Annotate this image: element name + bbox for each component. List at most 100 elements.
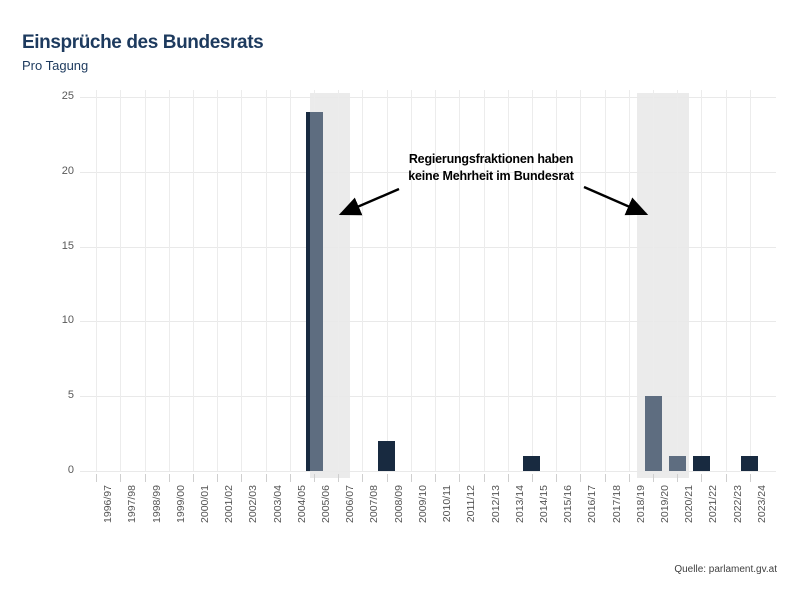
x-axis-tick-7 xyxy=(265,474,267,482)
x-axis-label-2006-07: 2006/07 xyxy=(344,485,357,523)
y-axis-label-10: 10 xyxy=(61,314,74,327)
x-axis-tick-3 xyxy=(168,474,170,482)
x-gridline-0 xyxy=(96,90,98,471)
x-gridline-26 xyxy=(725,90,727,471)
y-axis-label-15: 15 xyxy=(61,239,74,252)
x-axis-tick-23 xyxy=(653,474,655,482)
x-axis-label-2013-14: 2013/14 xyxy=(513,485,526,523)
y-gridline-10 xyxy=(80,321,776,323)
x-axis-label-2000-01: 2000/01 xyxy=(198,485,211,523)
annotation-line-1: Regierungsfraktionen haben xyxy=(408,152,574,166)
bar-2008-09 xyxy=(378,441,396,471)
x-gridline-18 xyxy=(531,90,533,471)
bar-2014-15 xyxy=(523,456,541,471)
x-axis-label-2016-17: 2016/17 xyxy=(586,485,599,523)
x-axis-label-2018-19: 2018/19 xyxy=(634,485,647,523)
x-axis-tick-9 xyxy=(314,474,316,482)
x-gridline-10 xyxy=(338,90,340,471)
x-axis-tick-16 xyxy=(483,474,485,482)
x-gridline-17 xyxy=(507,90,509,471)
x-gridline-20 xyxy=(580,90,582,471)
x-gridline-4 xyxy=(192,90,194,471)
x-gridline-5 xyxy=(217,90,219,471)
y-axis-label-25: 25 xyxy=(61,90,74,102)
x-axis-tick-2 xyxy=(144,474,146,482)
x-axis-label-2007-08: 2007/08 xyxy=(368,485,381,523)
y-gridline-25 xyxy=(80,97,776,98)
x-axis-tick-11 xyxy=(362,474,364,482)
x-axis-tick-12 xyxy=(386,474,388,482)
x-gridline-25 xyxy=(701,90,703,471)
x-axis-label-2020-21: 2020/21 xyxy=(683,485,696,523)
x-axis-tick-25 xyxy=(701,474,703,482)
x-axis-tick-17 xyxy=(507,474,509,482)
x-axis-label-1999-00: 1999/00 xyxy=(174,485,187,523)
x-axis-label-1997-98: 1997/98 xyxy=(126,485,139,523)
x-axis-label-2014-15: 2014/15 xyxy=(537,485,550,523)
x-axis-tick-0 xyxy=(96,474,98,482)
x-axis-tick-20 xyxy=(580,474,582,482)
x-axis-label-2009-10: 2009/10 xyxy=(416,485,429,523)
bar-2005-06 xyxy=(305,111,323,471)
x-gridline-16 xyxy=(483,90,485,471)
x-axis-tick-21 xyxy=(604,474,606,482)
x-gridline-1 xyxy=(120,90,122,471)
x-axis-label-2010-11: 2010/11 xyxy=(441,485,454,523)
annotation-line-2: keine Mehrheit im Bundesrat xyxy=(408,169,574,183)
page-title: Einsprüche des Bundesrats xyxy=(22,32,264,53)
x-axis-tick-8 xyxy=(289,474,291,482)
x-axis-tick-22 xyxy=(628,474,630,482)
x-axis-tick-5 xyxy=(217,474,219,482)
y-gridline-5 xyxy=(80,396,776,398)
x-gridline-21 xyxy=(604,90,606,471)
x-axis-tick-26 xyxy=(725,474,727,482)
x-axis-tick-13 xyxy=(410,474,412,482)
x-gridline-23 xyxy=(653,90,655,471)
x-gridline-2 xyxy=(144,90,146,471)
x-axis-label-2003-04: 2003/04 xyxy=(271,485,284,523)
chart-header: Einsprüche des Bundesrats Pro Tagung xyxy=(22,32,264,73)
x-axis-label-2012-13: 2012/13 xyxy=(489,485,502,523)
x-gridline-3 xyxy=(168,90,170,471)
x-gridline-24 xyxy=(677,90,679,471)
x-gridline-19 xyxy=(556,90,558,471)
x-axis-label-2021-22: 2021/22 xyxy=(707,485,720,523)
bar-2021-22 xyxy=(692,456,710,471)
x-axis-label-2002-03: 2002/03 xyxy=(247,485,260,523)
bar-2023-24 xyxy=(741,456,759,471)
x-axis-label-2005-06: 2005/06 xyxy=(320,485,333,523)
bar-2020-21 xyxy=(668,456,686,471)
x-axis-label-1998-99: 1998/99 xyxy=(150,485,163,523)
y-axis-label-20: 20 xyxy=(61,164,74,177)
chart-annotation: Regierungsfraktionen haben keine Mehrhei… xyxy=(371,151,611,185)
x-axis-label-2019-20: 2019/20 xyxy=(659,485,672,523)
x-axis-label-2017-18: 2017/18 xyxy=(610,485,623,523)
x-axis-label-2004-05: 2004/05 xyxy=(295,485,308,523)
x-axis-tick-14 xyxy=(435,474,437,482)
source-credit: Quelle: parlament.gv.at xyxy=(674,564,777,575)
page-subtitle: Pro Tagung xyxy=(22,58,89,73)
x-axis-label-2001-02: 2001/02 xyxy=(223,485,236,523)
y-gridline-0 xyxy=(80,471,776,472)
x-axis-tick-6 xyxy=(241,474,243,482)
x-gridline-6 xyxy=(241,90,243,471)
x-gridline-11 xyxy=(362,90,364,471)
y-axis-label-0: 0 xyxy=(67,464,74,476)
x-axis-label-1996-97: 1996/97 xyxy=(102,485,115,523)
x-axis-label-2011-12: 2011/12 xyxy=(465,485,478,523)
x-gridline-13 xyxy=(410,90,412,471)
x-axis-label-2022-23: 2022/23 xyxy=(731,485,744,523)
bar-2019-20 xyxy=(644,396,662,471)
x-axis-tick-27 xyxy=(749,474,751,482)
x-axis-label-2008-09: 2008/09 xyxy=(392,485,405,523)
x-axis-tick-10 xyxy=(338,474,340,482)
x-gridline-22 xyxy=(628,90,630,471)
x-gridline-15 xyxy=(459,90,461,471)
y-axis-label-5: 5 xyxy=(67,389,74,402)
x-gridline-7 xyxy=(265,90,267,471)
x-gridline-12 xyxy=(386,90,388,471)
x-axis-tick-4 xyxy=(192,474,194,482)
x-axis-tick-18 xyxy=(531,474,533,482)
x-axis-label-2015-16: 2015/16 xyxy=(562,485,575,523)
